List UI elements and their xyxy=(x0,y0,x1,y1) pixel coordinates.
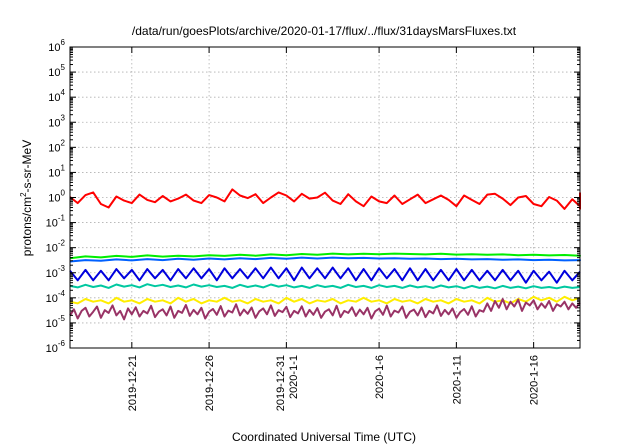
x-tick-label: 2019-12-26 xyxy=(204,355,216,411)
x-axis: 2019-12-21 2019-12-26 2019-12-31 2020-1-1 20… xyxy=(127,47,541,411)
y-tick-label: 106 xyxy=(48,38,65,54)
x-tick-label: 2020-1-11 xyxy=(451,355,463,404)
y-tick-label: 103 xyxy=(48,113,65,129)
y-tick-label: 102 xyxy=(48,138,65,154)
x-tick-label: 2020-1-6 xyxy=(374,355,386,399)
y-tick-label: 10-6 xyxy=(46,339,66,355)
series-line-3 xyxy=(69,256,581,263)
grid xyxy=(70,47,580,348)
x-tick-label: 2019-12-21 xyxy=(127,355,139,411)
y-tick-label: 10-4 xyxy=(46,289,66,305)
y-tick-label: 10-3 xyxy=(46,264,66,280)
y-axis-label: protons/cm2-s-sr-MeV xyxy=(19,140,34,256)
chart-title: /data/run/goesPlots/archive/2020-01-17/f… xyxy=(132,24,517,38)
series-line-1 xyxy=(69,188,581,210)
series-line-4 xyxy=(69,266,581,284)
series-line-7 xyxy=(69,298,581,321)
y-axis: 10-6 10-5 10-4 10-3 10-2 10-1 100 101 102 103 104 1… xyxy=(46,38,580,355)
series-line-5 xyxy=(69,283,581,290)
y-tick-label: 10-5 xyxy=(46,314,66,330)
y-tick-label: 10-2 xyxy=(46,239,66,255)
y-tick-label: 101 xyxy=(48,163,65,179)
y-tick-label: 104 xyxy=(48,88,65,104)
y-tick-label: 100 xyxy=(48,189,65,205)
y-tick-label: 105 xyxy=(48,63,65,79)
y-tick-label: 10-1 xyxy=(46,214,66,230)
x-axis-label: Coordinated Universal Time (UTC) xyxy=(232,430,416,444)
x-tick-label: 2020-1-16 xyxy=(529,355,541,405)
x-tick-label: 2020-1-1 xyxy=(288,355,300,399)
series-line-2 xyxy=(69,252,581,260)
series-layer xyxy=(69,188,581,321)
x-tick-label: 2019-12-31 xyxy=(275,355,287,411)
